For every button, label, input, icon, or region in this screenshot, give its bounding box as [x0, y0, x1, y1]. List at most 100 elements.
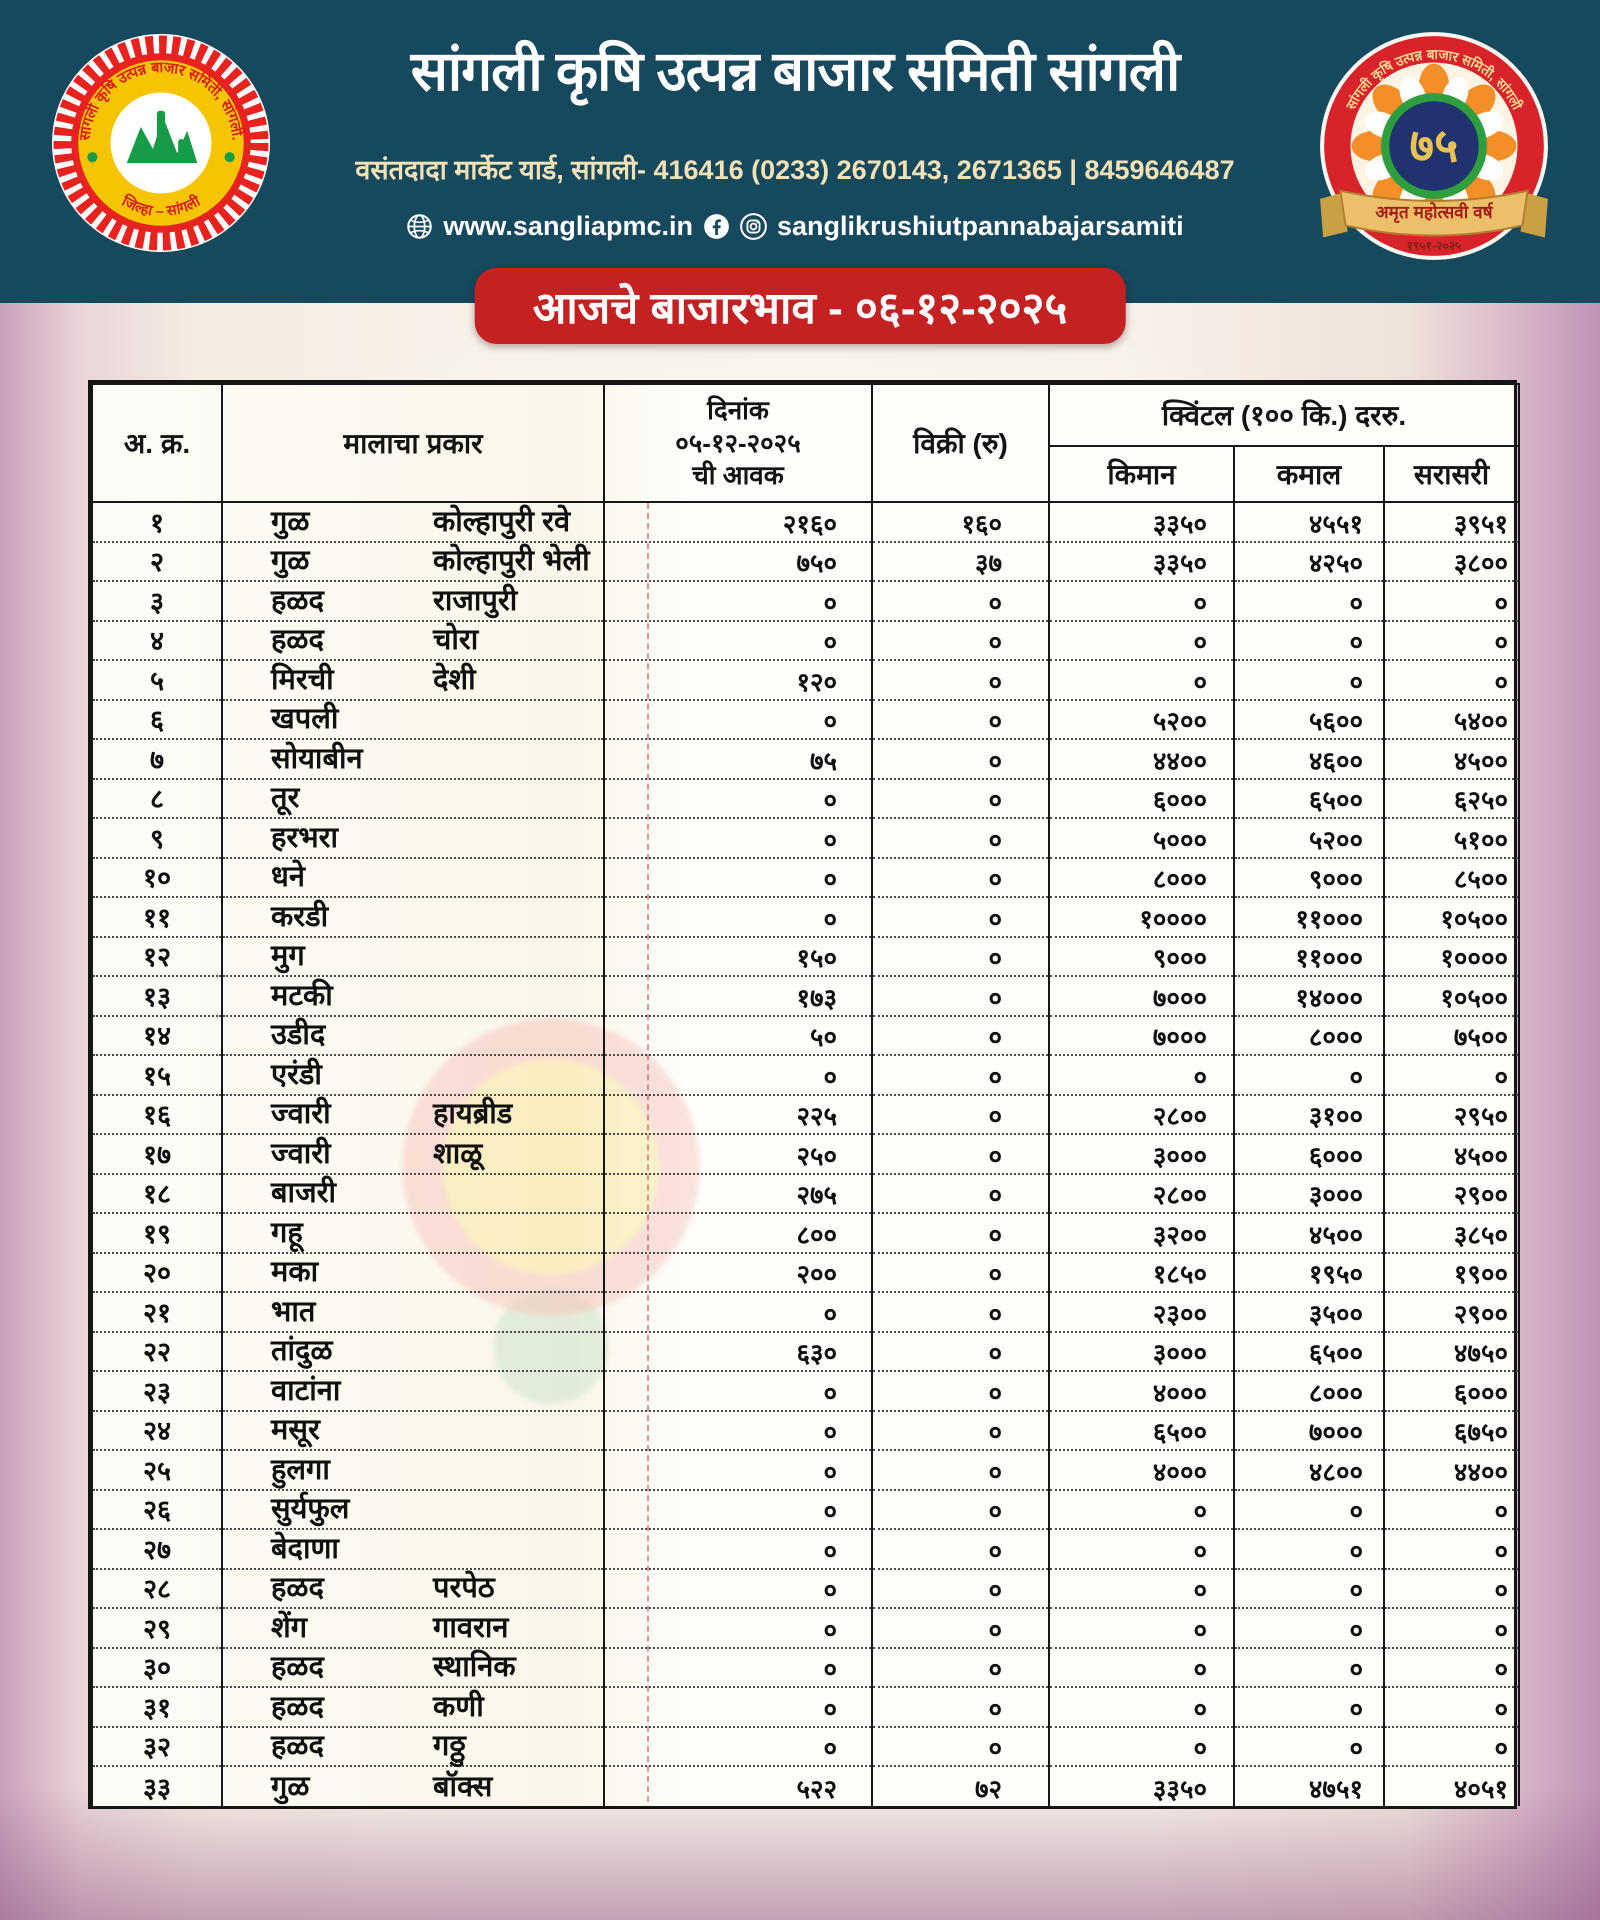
table-row: ३ हळद राजापुरी ० ० ० ० ० [91, 581, 1520, 622]
min-rate-cell: ० [1048, 581, 1235, 622]
min-rate-cell: ० [1048, 1687, 1235, 1728]
commodity-cell: ज्वारी शाळू [221, 1134, 605, 1175]
avg-rate-cell: ४५०० [1383, 1134, 1520, 1175]
commodity-cell: गुळ कोल्हापुरी रवे [221, 502, 605, 543]
commodity-name: मका [271, 1256, 319, 1288]
max-rate-cell: ० [1233, 620, 1385, 661]
max-rate-cell: ४६०० [1233, 739, 1385, 780]
max-rate-cell: १४००० [1233, 976, 1385, 1017]
avg-rate-cell: ० [1383, 1726, 1520, 1767]
commodity-cell: धने [221, 857, 605, 898]
serial-cell: १० [91, 857, 223, 898]
serial-cell: १८ [91, 1173, 223, 1214]
commodity-variety: देशी [433, 663, 476, 696]
commodity-name: गहू [271, 1216, 303, 1249]
commodity-name: ज्वारी [271, 1137, 331, 1170]
table-row: १३ मटकी १७३ ० ७००० १४००० १०५०० [91, 976, 1520, 1017]
serial-cell: ७ [91, 739, 223, 780]
arrival-cell: ० [603, 778, 873, 819]
commodity-variety: कणी [433, 1690, 484, 1723]
table-row: ११ करडी ० ० १०००० ११००० १०५०० [91, 897, 1520, 938]
avg-rate-cell: ६७५० [1383, 1410, 1520, 1451]
commodity-name: गुळ [271, 505, 310, 538]
max-rate-cell: ११००० [1233, 897, 1385, 938]
commodity-cell: मटकी [221, 976, 605, 1017]
min-rate-cell: ३००० [1048, 1134, 1235, 1175]
serial-cell: ९ [91, 818, 223, 859]
website-url[interactable]: www.sangliapmc.in [443, 210, 693, 241]
min-rate-cell: १८५० [1048, 1252, 1235, 1293]
table-row: २६ सुर्यफुल ० ० ० ० ० [91, 1489, 1520, 1530]
avg-rate-cell: ० [1383, 660, 1520, 701]
min-rate-cell: ० [1048, 1647, 1235, 1688]
scan-fold-line [647, 503, 649, 1802]
table-row: २३ वाटांना ० ० ४००० ८००० ६००० [91, 1371, 1520, 1412]
col-header-sale: विक्री (रु) [871, 383, 1050, 503]
avg-rate-cell: ४०५१ [1383, 1766, 1520, 1806]
table-row: ९ हरभरा ० ० ५००० ५२०० ५१०० [91, 818, 1520, 859]
commodity-variety: स्थानिक [433, 1651, 516, 1683]
max-rate-cell: ६५०० [1233, 1331, 1385, 1372]
arrival-cell: १२० [603, 660, 873, 701]
serial-cell: २१ [91, 1292, 223, 1333]
max-rate-cell: ७००० [1233, 1410, 1385, 1451]
sale-cell: ७२ [871, 1766, 1050, 1806]
table-row: १७ ज्वारी शाळू २५० ० ३००० ६००० ४५०० [91, 1134, 1520, 1175]
col-header-quintal-rate: क्विंटल (१०० कि.) दररु. [1048, 383, 1520, 447]
avg-rate-cell: ८५०० [1383, 857, 1520, 898]
web-social-line: www.sangliapmc.in sanglikrushiutpannabaj… [270, 206, 1320, 246]
serial-cell: २९ [91, 1608, 223, 1649]
max-rate-cell: ० [1233, 1647, 1385, 1688]
serial-cell: १९ [91, 1213, 223, 1254]
gold-ribbon: अमृत महोत्सवी वर्ष [1320, 189, 1548, 238]
arrival-cell: ७५ [603, 739, 873, 780]
commodity-cell: मिरची देशी [221, 660, 605, 701]
serial-cell: ११ [91, 897, 223, 938]
sale-cell: ० [871, 581, 1050, 622]
commodity-name: वाटांना [271, 1374, 341, 1407]
min-rate-cell: ६५०० [1048, 1410, 1235, 1451]
serial-cell: १४ [91, 1015, 223, 1056]
serial-cell: १२ [91, 936, 223, 977]
max-rate-cell: ५२०० [1233, 818, 1385, 859]
serial-cell: २७ [91, 1529, 223, 1570]
serial-cell: ३० [91, 1647, 223, 1688]
commodity-cell: खपली [221, 699, 605, 740]
sale-cell: ० [871, 1292, 1050, 1333]
commodity-name: बेदाणा [271, 1532, 339, 1565]
min-rate-cell: ० [1048, 1608, 1235, 1649]
commodity-cell: एरंडी [221, 1055, 605, 1096]
arrival-cell: ० [603, 1726, 873, 1767]
commodity-cell: उडीद [221, 1015, 605, 1056]
seal-graphic: सांगली कृषि उत्पन्न बाजार समिती, सांगली.… [52, 34, 270, 252]
table-row: १४ उडीद ५० ० ७००० ८००० ७५०० [91, 1015, 1520, 1056]
table-row: ८ तूर ० ० ६००० ६५०० ६२५० [91, 778, 1520, 819]
todays-rates-banner: आजचे बाजारभाव - ०६-१२-२०२५ [474, 268, 1126, 344]
max-rate-cell: ० [1233, 1687, 1385, 1728]
min-rate-cell: ५००० [1048, 818, 1235, 859]
commodity-name: गुळ [271, 1770, 310, 1803]
serial-cell: १५ [91, 1055, 223, 1096]
max-rate-cell: ९००० [1233, 857, 1385, 898]
max-rate-cell: ० [1233, 1608, 1385, 1649]
serial-cell: २० [91, 1252, 223, 1293]
sale-cell: ० [871, 1450, 1050, 1491]
table-row: १ गुळ कोल्हापुरी रवे २१६० १६० ३३५० ४५५१ ३९५१ [91, 502, 1520, 543]
commodity-cell: हळद गठ्ठु [221, 1726, 605, 1767]
commodity-name: सोयाबीन [271, 742, 363, 775]
commodity-name: मुग [271, 940, 305, 972]
commodity-variety: गठ्ठु [433, 1730, 466, 1762]
commodity-variety: कोल्हापुरी भेली [433, 545, 590, 577]
min-rate-cell: ३३५० [1048, 541, 1235, 582]
min-rate-cell: ० [1048, 1529, 1235, 1570]
sale-cell: ० [871, 1529, 1050, 1570]
sale-cell: ० [871, 976, 1050, 1017]
min-rate-cell: ४४०० [1048, 739, 1235, 780]
avg-rate-cell: ३९५१ [1383, 502, 1520, 543]
avg-rate-cell: ३८५० [1383, 1213, 1520, 1254]
ribbon-text: अमृत महोत्सवी वर्ष [1375, 202, 1493, 223]
commodity-cell: गुळ बॉक्स [221, 1766, 605, 1806]
avg-rate-cell: ० [1383, 620, 1520, 661]
max-rate-cell: ० [1233, 1529, 1385, 1570]
commodity-variety: राजापुरी [433, 584, 518, 617]
